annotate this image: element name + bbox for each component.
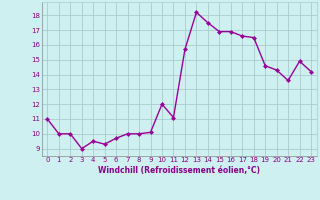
X-axis label: Windchill (Refroidissement éolien,°C): Windchill (Refroidissement éolien,°C) (98, 166, 260, 175)
